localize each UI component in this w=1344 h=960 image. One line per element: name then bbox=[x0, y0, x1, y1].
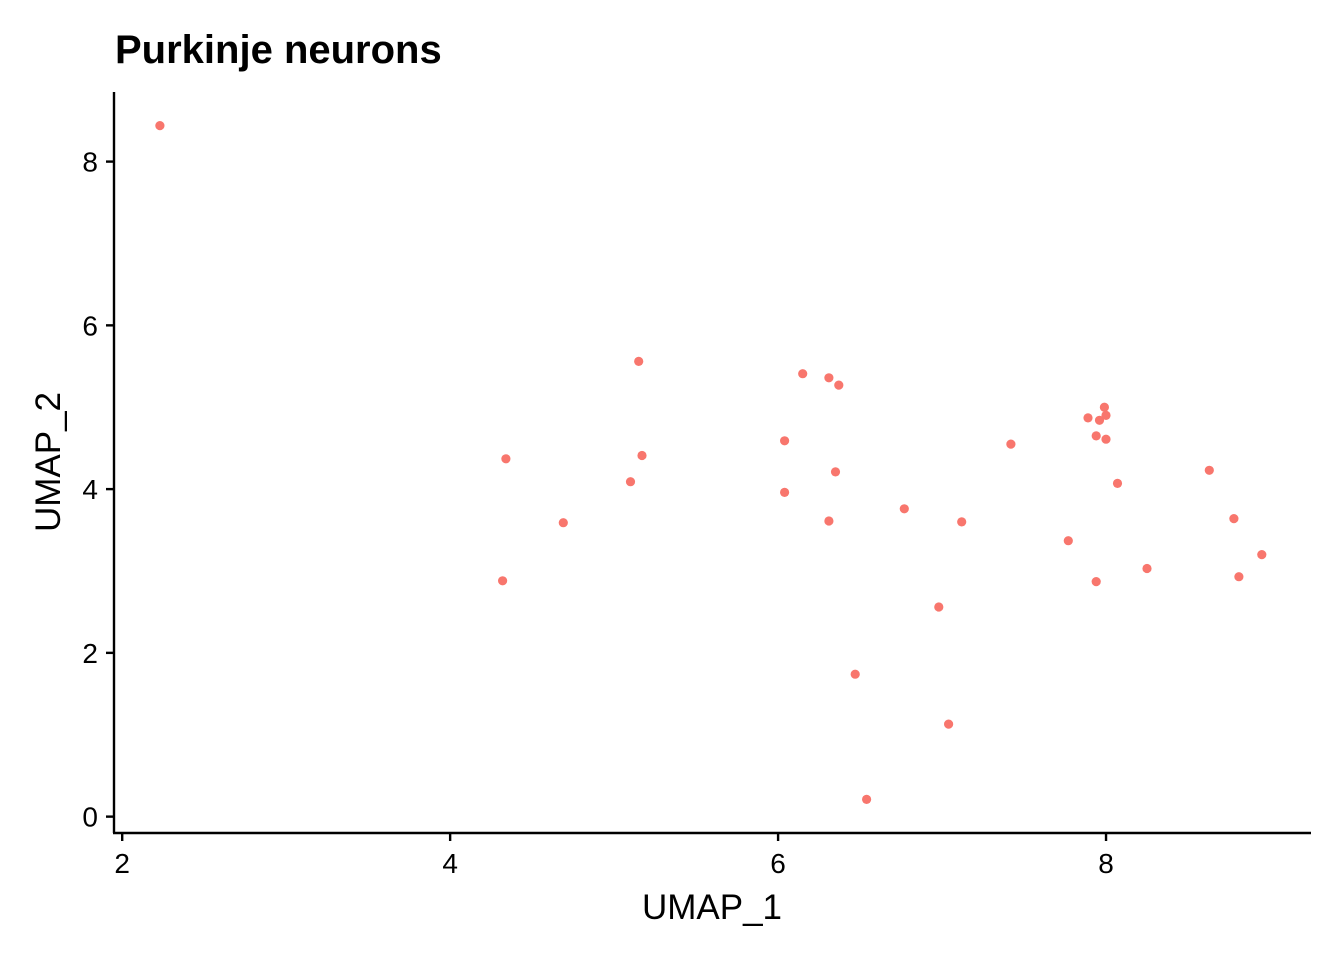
data-point bbox=[798, 369, 808, 379]
x-tick-label: 2 bbox=[114, 848, 130, 879]
data-point bbox=[1091, 431, 1101, 441]
data-point bbox=[1229, 514, 1239, 524]
y-tick-label: 2 bbox=[82, 638, 98, 669]
data-point bbox=[1204, 465, 1214, 475]
x-axis-title: UMAP_1 bbox=[642, 888, 782, 927]
x-tick-label: 4 bbox=[442, 848, 458, 879]
data-point bbox=[501, 454, 511, 464]
data-point bbox=[824, 516, 834, 526]
data-point bbox=[1101, 434, 1111, 444]
x-tick-label: 8 bbox=[1098, 848, 1114, 879]
points-layer bbox=[155, 121, 1267, 805]
y-ticks: 0 2 4 6 8 bbox=[82, 147, 114, 833]
data-point bbox=[824, 373, 834, 383]
chart-title: Purkinje neurons bbox=[115, 28, 442, 72]
data-point bbox=[1094, 415, 1105, 425]
y-axis-title: UMAP_2 bbox=[29, 392, 68, 532]
y-tick-label: 6 bbox=[82, 310, 98, 341]
data-point bbox=[558, 518, 568, 528]
data-point bbox=[1112, 478, 1123, 488]
data-point bbox=[1234, 572, 1244, 582]
data-point bbox=[1257, 550, 1267, 560]
data-point bbox=[780, 436, 790, 446]
data-point bbox=[498, 576, 508, 586]
data-point bbox=[957, 517, 967, 527]
data-point bbox=[944, 719, 954, 729]
data-point bbox=[834, 380, 844, 390]
data-point bbox=[780, 487, 790, 497]
data-point bbox=[1099, 402, 1109, 412]
data-point bbox=[1006, 439, 1016, 449]
y-tick-label: 0 bbox=[82, 802, 98, 833]
data-point bbox=[637, 450, 647, 461]
data-point bbox=[850, 669, 860, 679]
y-tick-label: 4 bbox=[82, 474, 98, 505]
data-point bbox=[899, 504, 909, 514]
data-point bbox=[155, 121, 165, 131]
data-point bbox=[634, 356, 644, 366]
data-point bbox=[1142, 563, 1152, 574]
x-tick-label: 6 bbox=[770, 848, 786, 879]
data-point bbox=[862, 794, 872, 805]
data-point bbox=[830, 467, 841, 477]
data-point bbox=[1091, 577, 1101, 587]
x-ticks: 2 4 6 8 bbox=[114, 833, 1114, 879]
data-point bbox=[934, 602, 944, 612]
data-point bbox=[1063, 536, 1073, 546]
data-point bbox=[1101, 410, 1111, 420]
data-point bbox=[625, 477, 636, 487]
y-tick-label: 8 bbox=[82, 147, 98, 178]
data-point bbox=[1083, 413, 1093, 423]
